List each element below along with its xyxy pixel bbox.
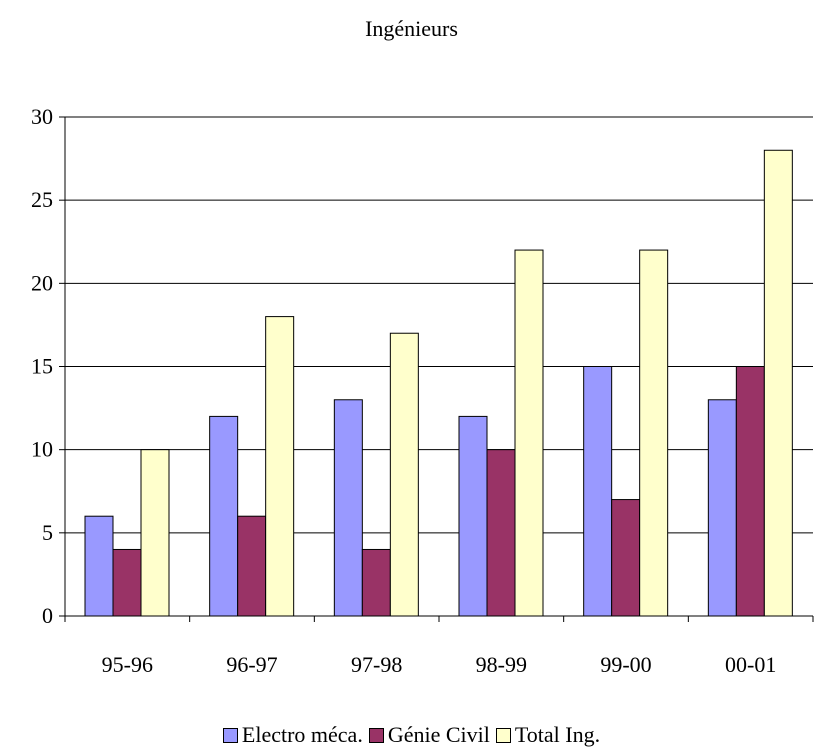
bar-electro-98-99 <box>458 415 488 617</box>
legend-item-electro: Electro méca. <box>222 722 363 748</box>
y-tick-label: 30 <box>31 104 53 129</box>
legend-swatch-total <box>495 727 511 743</box>
legend-swatch-genie-civil <box>368 727 384 743</box>
axes: 0 5 10 15 20 25 30 95-96 96-97 97-98 98-99 99-00 00-… <box>31 104 814 677</box>
bar-genie-civil-98-99 <box>486 449 516 617</box>
bar-genie-civil-99-00 <box>611 499 641 617</box>
bars <box>84 149 793 617</box>
bar-electro-99-00 <box>583 366 613 617</box>
legend-label-total: Total Ing. <box>514 722 601 747</box>
bar-electro-97-98 <box>333 399 363 617</box>
bar-electro-00-01 <box>707 399 737 617</box>
bar-total-96-97 <box>265 316 295 617</box>
bar-total-98-99 <box>514 249 544 617</box>
legend-item-genie-civil: Génie Civil <box>368 722 490 748</box>
x-tick-label-95-96: 95-96 <box>102 652 153 677</box>
bar-genie-civil-95-96 <box>112 548 142 617</box>
y-tick-label: 0 <box>42 603 53 628</box>
x-tick-label-00-01: 00-01 <box>725 652 776 677</box>
y-tick-label: 15 <box>31 354 53 379</box>
bar-total-00-01 <box>763 149 793 617</box>
legend: Electro méca. Génie Civil Total Ing. <box>0 722 823 748</box>
bar-total-95-96 <box>140 449 170 617</box>
legend-item-total: Total Ing. <box>495 722 601 748</box>
bar-genie-civil-96-97 <box>237 515 267 617</box>
bar-total-99-00 <box>639 249 669 617</box>
y-tick-label: 10 <box>31 437 53 462</box>
y-tick-label: 25 <box>31 187 53 212</box>
bar-electro-96-97 <box>209 415 239 617</box>
legend-swatch-electro <box>222 727 238 743</box>
x-tick-label-98-99: 98-99 <box>476 652 527 677</box>
x-tick-label-97-98: 97-98 <box>351 652 402 677</box>
x-tick-label-99-00: 99-00 <box>600 652 651 677</box>
chart-title: Ingénieurs <box>365 16 458 41</box>
y-tick-label: 20 <box>31 270 53 295</box>
legend-label-genie-civil: Génie Civil <box>387 722 490 747</box>
y-tick-label: 5 <box>42 520 53 545</box>
bar-genie-civil-00-01 <box>735 366 765 617</box>
bar-electro-95-96 <box>84 515 114 617</box>
x-tick-label-96-97: 96-97 <box>226 652 277 677</box>
grid-lines <box>65 116 813 534</box>
legend-label-electro: Electro méca. <box>241 722 363 747</box>
bar-total-97-98 <box>389 332 419 617</box>
bar-genie-civil-97-98 <box>361 548 391 617</box>
